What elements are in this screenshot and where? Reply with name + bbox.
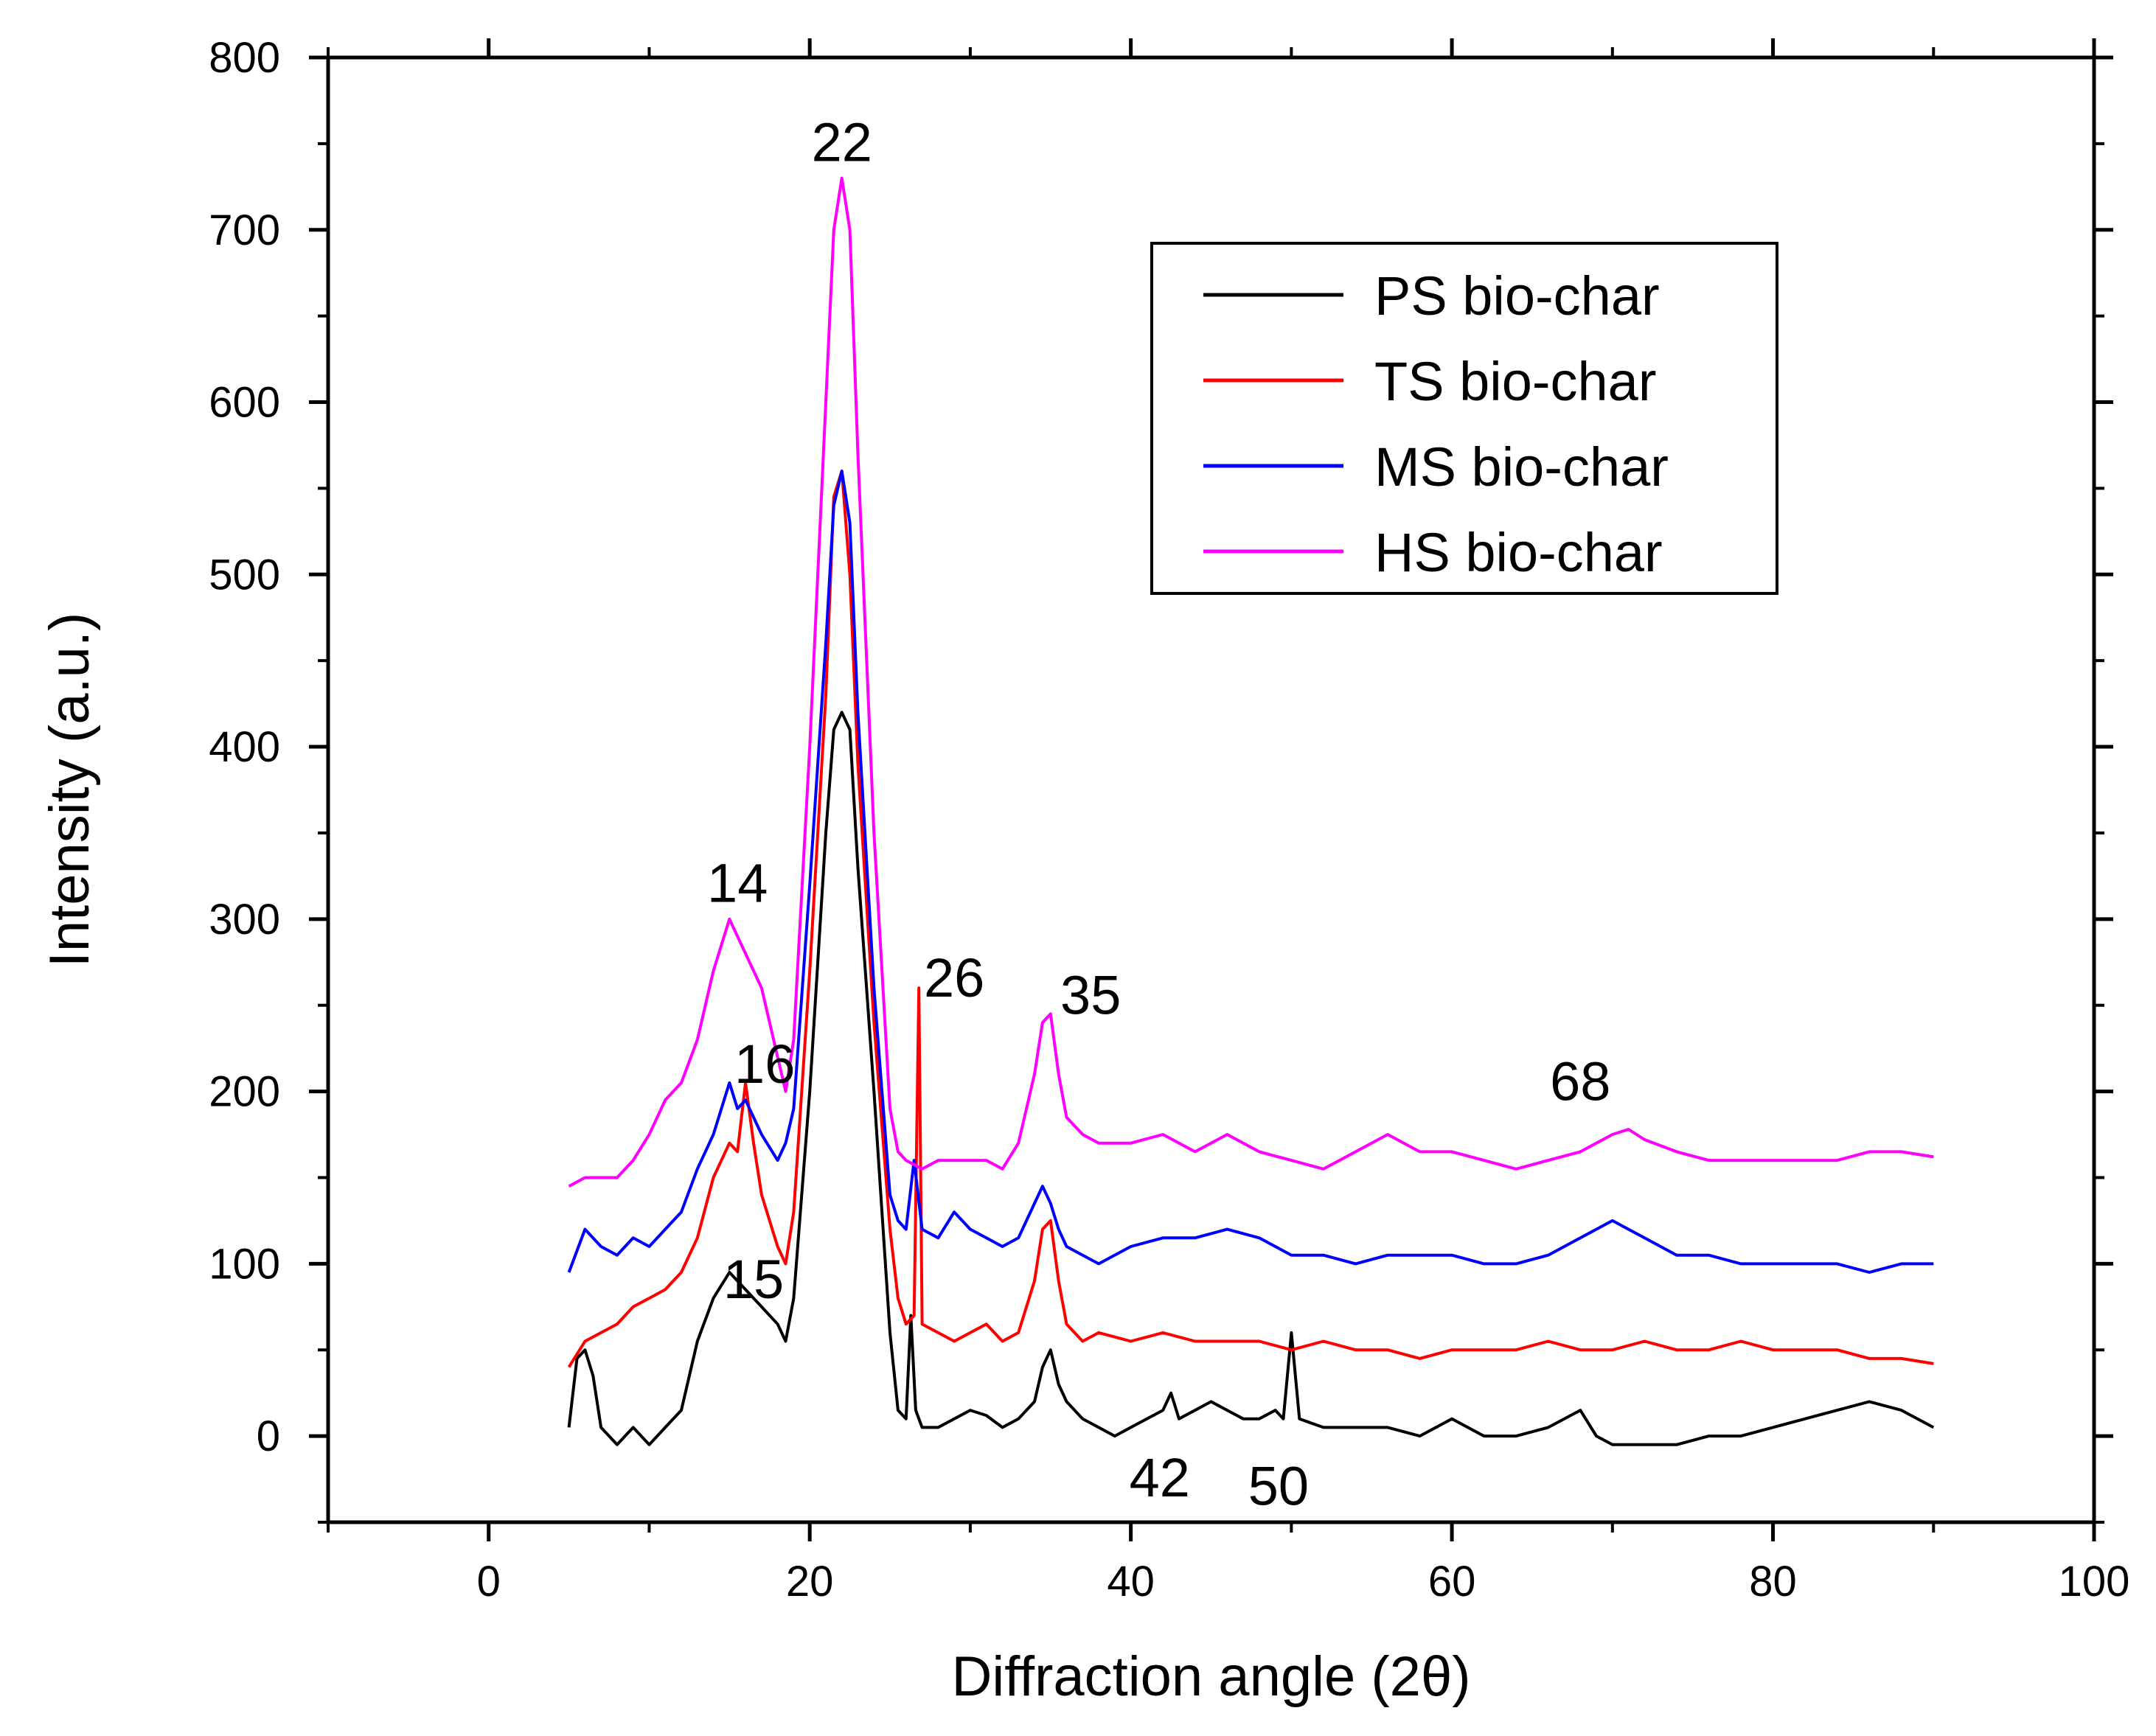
y-tick-label: 700 (209, 206, 280, 254)
x-tick-label: 40 (1107, 1558, 1155, 1606)
ticks-layer: 0 20 40 60 80 100 0 100 200 300 400 500 600 700 800 (209, 34, 2129, 1606)
peak-label-50: 50 (1248, 1456, 1309, 1517)
x-tick-label: 0 (477, 1558, 501, 1606)
legend-label-ms: MS bio-char (1374, 436, 1669, 498)
series-line-ms (567, 470, 1934, 1274)
peak-label-22: 22 (812, 111, 872, 172)
peak-label-15: 15 (723, 1249, 784, 1310)
x-tick-label: 60 (1428, 1558, 1476, 1606)
y-tick-label: 400 (209, 723, 280, 771)
y-tick-label: 0 (257, 1412, 280, 1460)
legend: PS bio-char TS bio-char MS bio-char HS b… (1150, 242, 1778, 595)
peak-label-16: 16 (734, 1033, 795, 1095)
peak-label-14: 14 (707, 852, 768, 913)
x-tick-label: 20 (786, 1558, 834, 1606)
y-tick-label: 100 (209, 1240, 280, 1288)
series-line-hs (568, 176, 1934, 1188)
y-tick-label: 800 (209, 34, 280, 82)
y-tick-label: 600 (209, 379, 280, 427)
series-line-ts (567, 470, 1934, 1368)
series-line-ps (567, 711, 1935, 1446)
x-axis-title: Diffraction angle (2θ) (951, 1645, 1470, 1708)
y-axis-title: Intensity (a.u.) (38, 613, 101, 968)
x-tick-label: 100 (2059, 1558, 2130, 1606)
legend-label-ts: TS bio-char (1374, 351, 1656, 412)
series-layer (567, 176, 1935, 1446)
y-tick-label: 200 (209, 1068, 280, 1116)
peak-label-35: 35 (1060, 964, 1121, 1025)
y-tick-label: 300 (209, 896, 280, 944)
peak-label-42: 42 (1130, 1447, 1190, 1508)
peak-label-26: 26 (924, 947, 984, 1008)
plot-frame (326, 55, 2096, 1524)
peak-label-68: 68 (1550, 1050, 1610, 1112)
legend-label-hs: HS bio-char (1374, 522, 1663, 583)
x-tick-label: 80 (1749, 1558, 1797, 1606)
legend-box (1150, 242, 1778, 595)
y-tick-label: 500 (209, 551, 280, 599)
annotations-layer: 22 14 16 15 26 35 68 42 50 (707, 111, 1610, 1516)
legend-label-ps: PS bio-char (1374, 265, 1660, 327)
